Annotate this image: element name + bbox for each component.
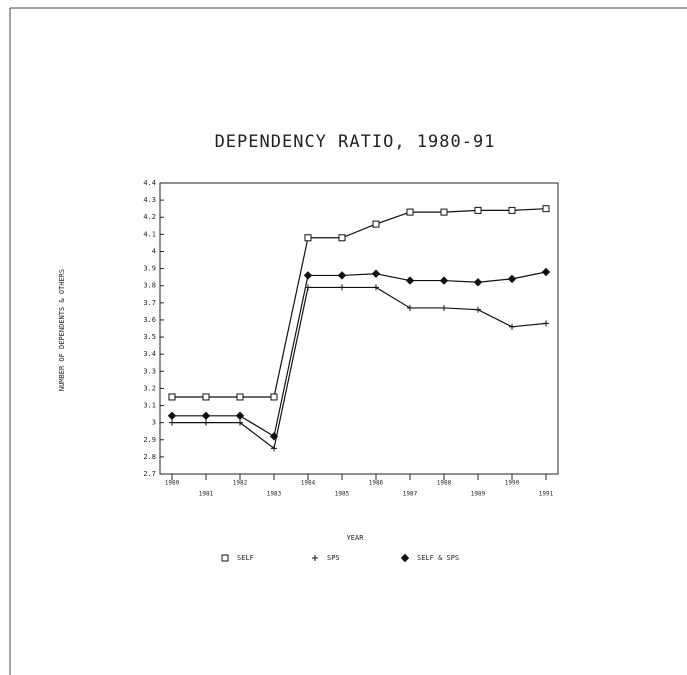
point: [507, 274, 517, 284]
y-tick-label: 3: [152, 419, 156, 427]
legend-label: SPS: [327, 554, 340, 562]
x-tick-label: 1986: [369, 480, 384, 487]
point: [235, 411, 245, 421]
point: [270, 393, 278, 401]
point: [168, 393, 176, 401]
legend-label: SELF & SPS: [417, 554, 459, 562]
chart-title: DEPENDENCY RATIO, 1980-91: [215, 132, 496, 152]
y-tick-label: 3.5: [143, 333, 156, 341]
point: [405, 276, 415, 285]
point: [508, 206, 516, 214]
point: [372, 220, 380, 228]
y-tick-label: 3.7: [143, 299, 156, 307]
y-tick-label: 2.7: [143, 470, 156, 478]
plot-frame: [159, 182, 559, 475]
x-tick-label: 1987: [403, 491, 418, 498]
point: [312, 555, 318, 561]
point: [337, 271, 347, 280]
point: [304, 234, 312, 242]
point: [509, 323, 515, 330]
point: [541, 267, 551, 277]
y-tick-label: 2.8: [143, 453, 156, 461]
point: [373, 284, 379, 291]
point: [371, 269, 381, 278]
point: [303, 271, 313, 280]
x-tick-label: 1983: [267, 491, 282, 498]
point: [202, 393, 210, 401]
x-tick-label: 1981: [199, 491, 214, 498]
point: [237, 419, 243, 426]
y-tick-label: 4.1: [143, 230, 156, 238]
point: [169, 419, 175, 426]
y-tick-label: 4.3: [143, 196, 156, 204]
point: [473, 278, 483, 287]
point: [400, 553, 410, 563]
x-tick-label: 1990: [505, 480, 520, 487]
x-tick-label: 1982: [233, 480, 248, 487]
legend-label: SELF: [237, 554, 254, 562]
point: [271, 445, 277, 452]
point: [201, 411, 211, 421]
point: [475, 306, 481, 313]
point: [167, 411, 177, 421]
series-line: [172, 208, 547, 398]
y-tick-label: 3.2: [143, 384, 156, 392]
x-tick-label: 1985: [335, 491, 350, 498]
y-tick-label: 4.4: [143, 179, 156, 187]
point: [269, 432, 279, 441]
y-axis-label: NUMBER OF DEPENDENTS & OTHERS: [58, 269, 66, 391]
x-tick-label: 1980: [165, 480, 180, 487]
y-tick-label: 3.8: [143, 282, 156, 290]
point: [542, 205, 550, 213]
point: [441, 304, 447, 311]
series-line: [172, 286, 547, 450]
y-tick-label: 3.3: [143, 367, 156, 375]
point: [339, 284, 345, 291]
point: [407, 304, 413, 311]
point: [221, 554, 229, 562]
point: [406, 208, 414, 216]
point: [440, 208, 448, 216]
y-tick-label: 3.1: [143, 402, 156, 410]
point: [236, 393, 244, 401]
x-tick-label: 1991: [539, 491, 554, 498]
x-axis-label: YEAR: [347, 534, 365, 542]
y-tick-label: 4: [152, 247, 156, 255]
point: [338, 234, 346, 242]
y-tick-label: 3.6: [143, 316, 156, 324]
point: [203, 419, 209, 426]
x-tick-label: 1984: [301, 480, 316, 487]
x-tick-label: 1988: [437, 480, 452, 487]
point: [474, 206, 482, 214]
point: [543, 320, 549, 327]
y-tick-label: 4.2: [143, 213, 156, 221]
y-tick-label: 2.9: [143, 436, 156, 444]
y-tick-label: 3.9: [143, 265, 156, 273]
point: [439, 276, 449, 285]
x-tick-label: 1989: [471, 491, 486, 498]
y-tick-label: 3.4: [143, 350, 156, 358]
series-line: [172, 271, 547, 438]
